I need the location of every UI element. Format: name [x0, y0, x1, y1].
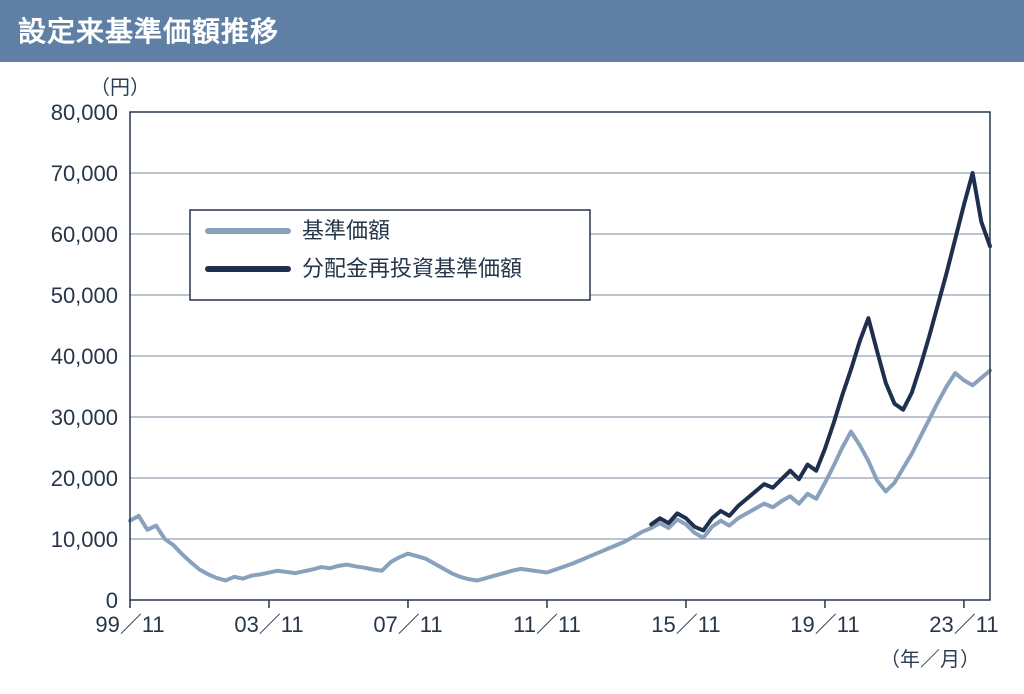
y-tick-label: 70,000: [51, 161, 118, 186]
x-tick-label: 99／11: [95, 612, 164, 637]
y-tick-label: 50,000: [51, 283, 118, 308]
chart-svg: 0 10,000 20,000 30,000 40,000 50,000 60,000 70,…: [0, 62, 1024, 694]
y-tick-label: 80,000: [51, 100, 118, 125]
x-axis-unit: （年／月）: [880, 648, 980, 671]
y-tick-label: 60,000: [51, 222, 118, 247]
y-tick-label: 40,000: [51, 344, 118, 369]
x-tick-label: 19／11: [790, 612, 859, 637]
x-tick-label: 03／11: [234, 612, 303, 637]
x-tick-label: 11／11: [513, 612, 581, 637]
y-tick-label: 20,000: [51, 466, 118, 491]
x-tick-label: 15／11: [651, 612, 720, 637]
y-axis-unit: （円）: [90, 76, 150, 99]
x-tick-label: 23／11: [929, 612, 998, 637]
legend-label: 分配金再投資基準価額: [302, 256, 522, 281]
legend-label: 基準価額: [302, 218, 390, 243]
nav-chart: 0 10,000 20,000 30,000 40,000 50,000 60,000 70,…: [0, 62, 1024, 694]
y-tick-label: 10,000: [51, 527, 118, 552]
y-tick-label: 0: [106, 588, 118, 613]
page-title: 設定来基準価額推移: [0, 0, 1024, 62]
x-tick-label: 07／11: [373, 612, 442, 637]
y-tick-label: 30,000: [51, 405, 118, 430]
